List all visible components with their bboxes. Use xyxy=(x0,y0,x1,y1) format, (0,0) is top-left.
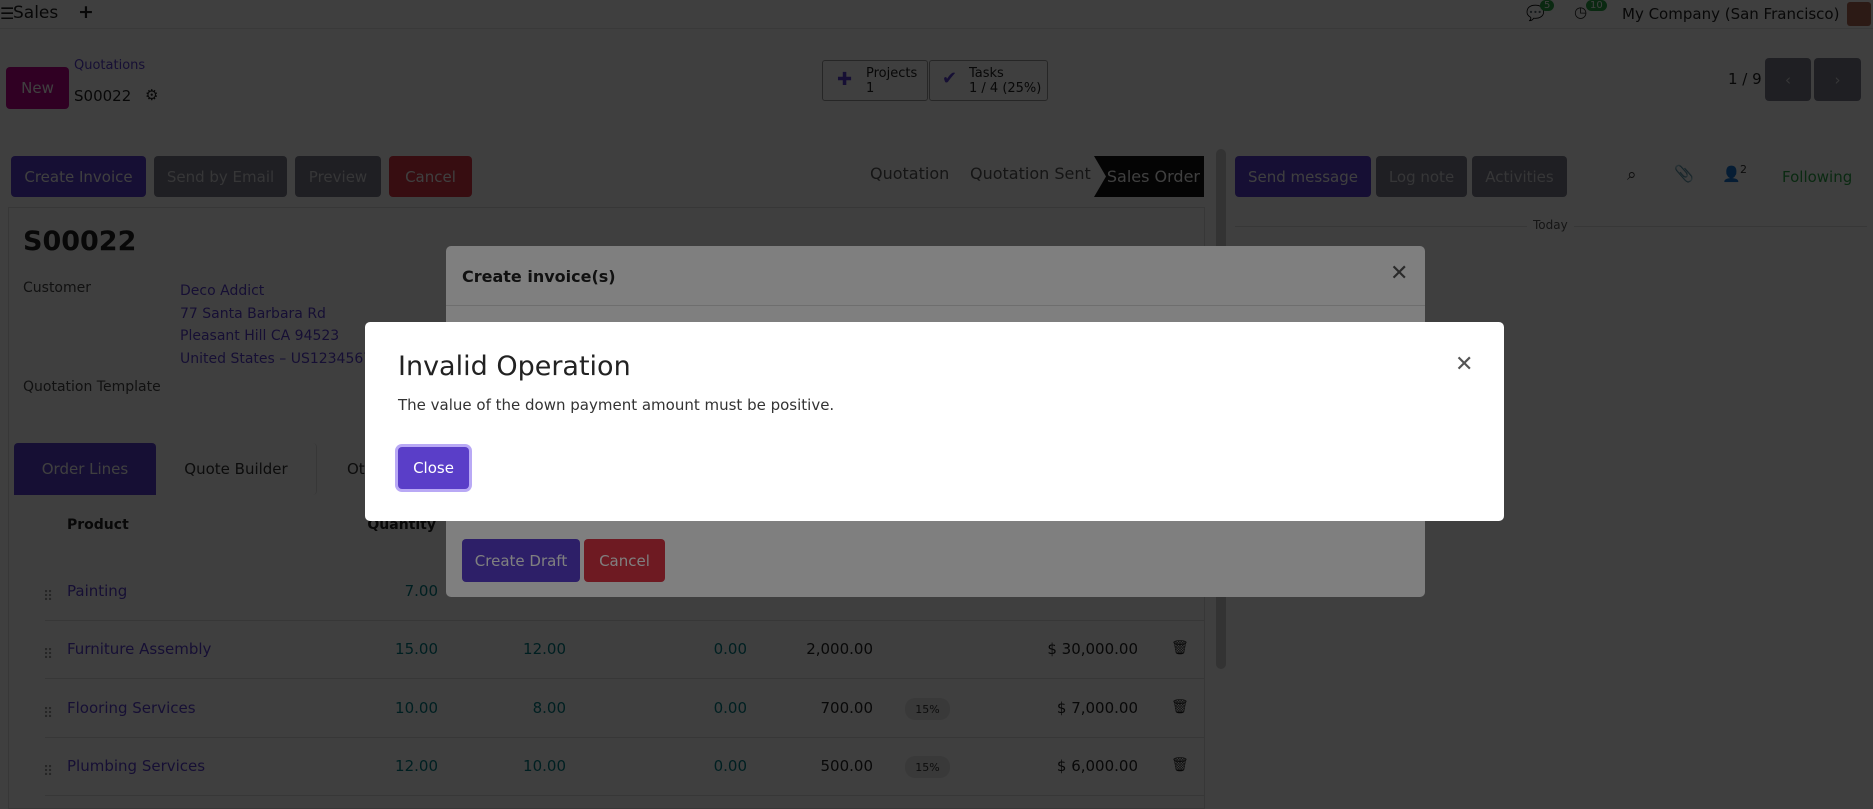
error-message: The value of the down payment amount mus… xyxy=(398,396,835,414)
close-icon[interactable]: ✕ xyxy=(1455,352,1474,377)
error-dialog: Invalid Operation ✕ The value of the dow… xyxy=(365,322,1504,521)
close-button[interactable]: Close xyxy=(398,447,469,489)
error-title: Invalid Operation xyxy=(398,351,631,382)
